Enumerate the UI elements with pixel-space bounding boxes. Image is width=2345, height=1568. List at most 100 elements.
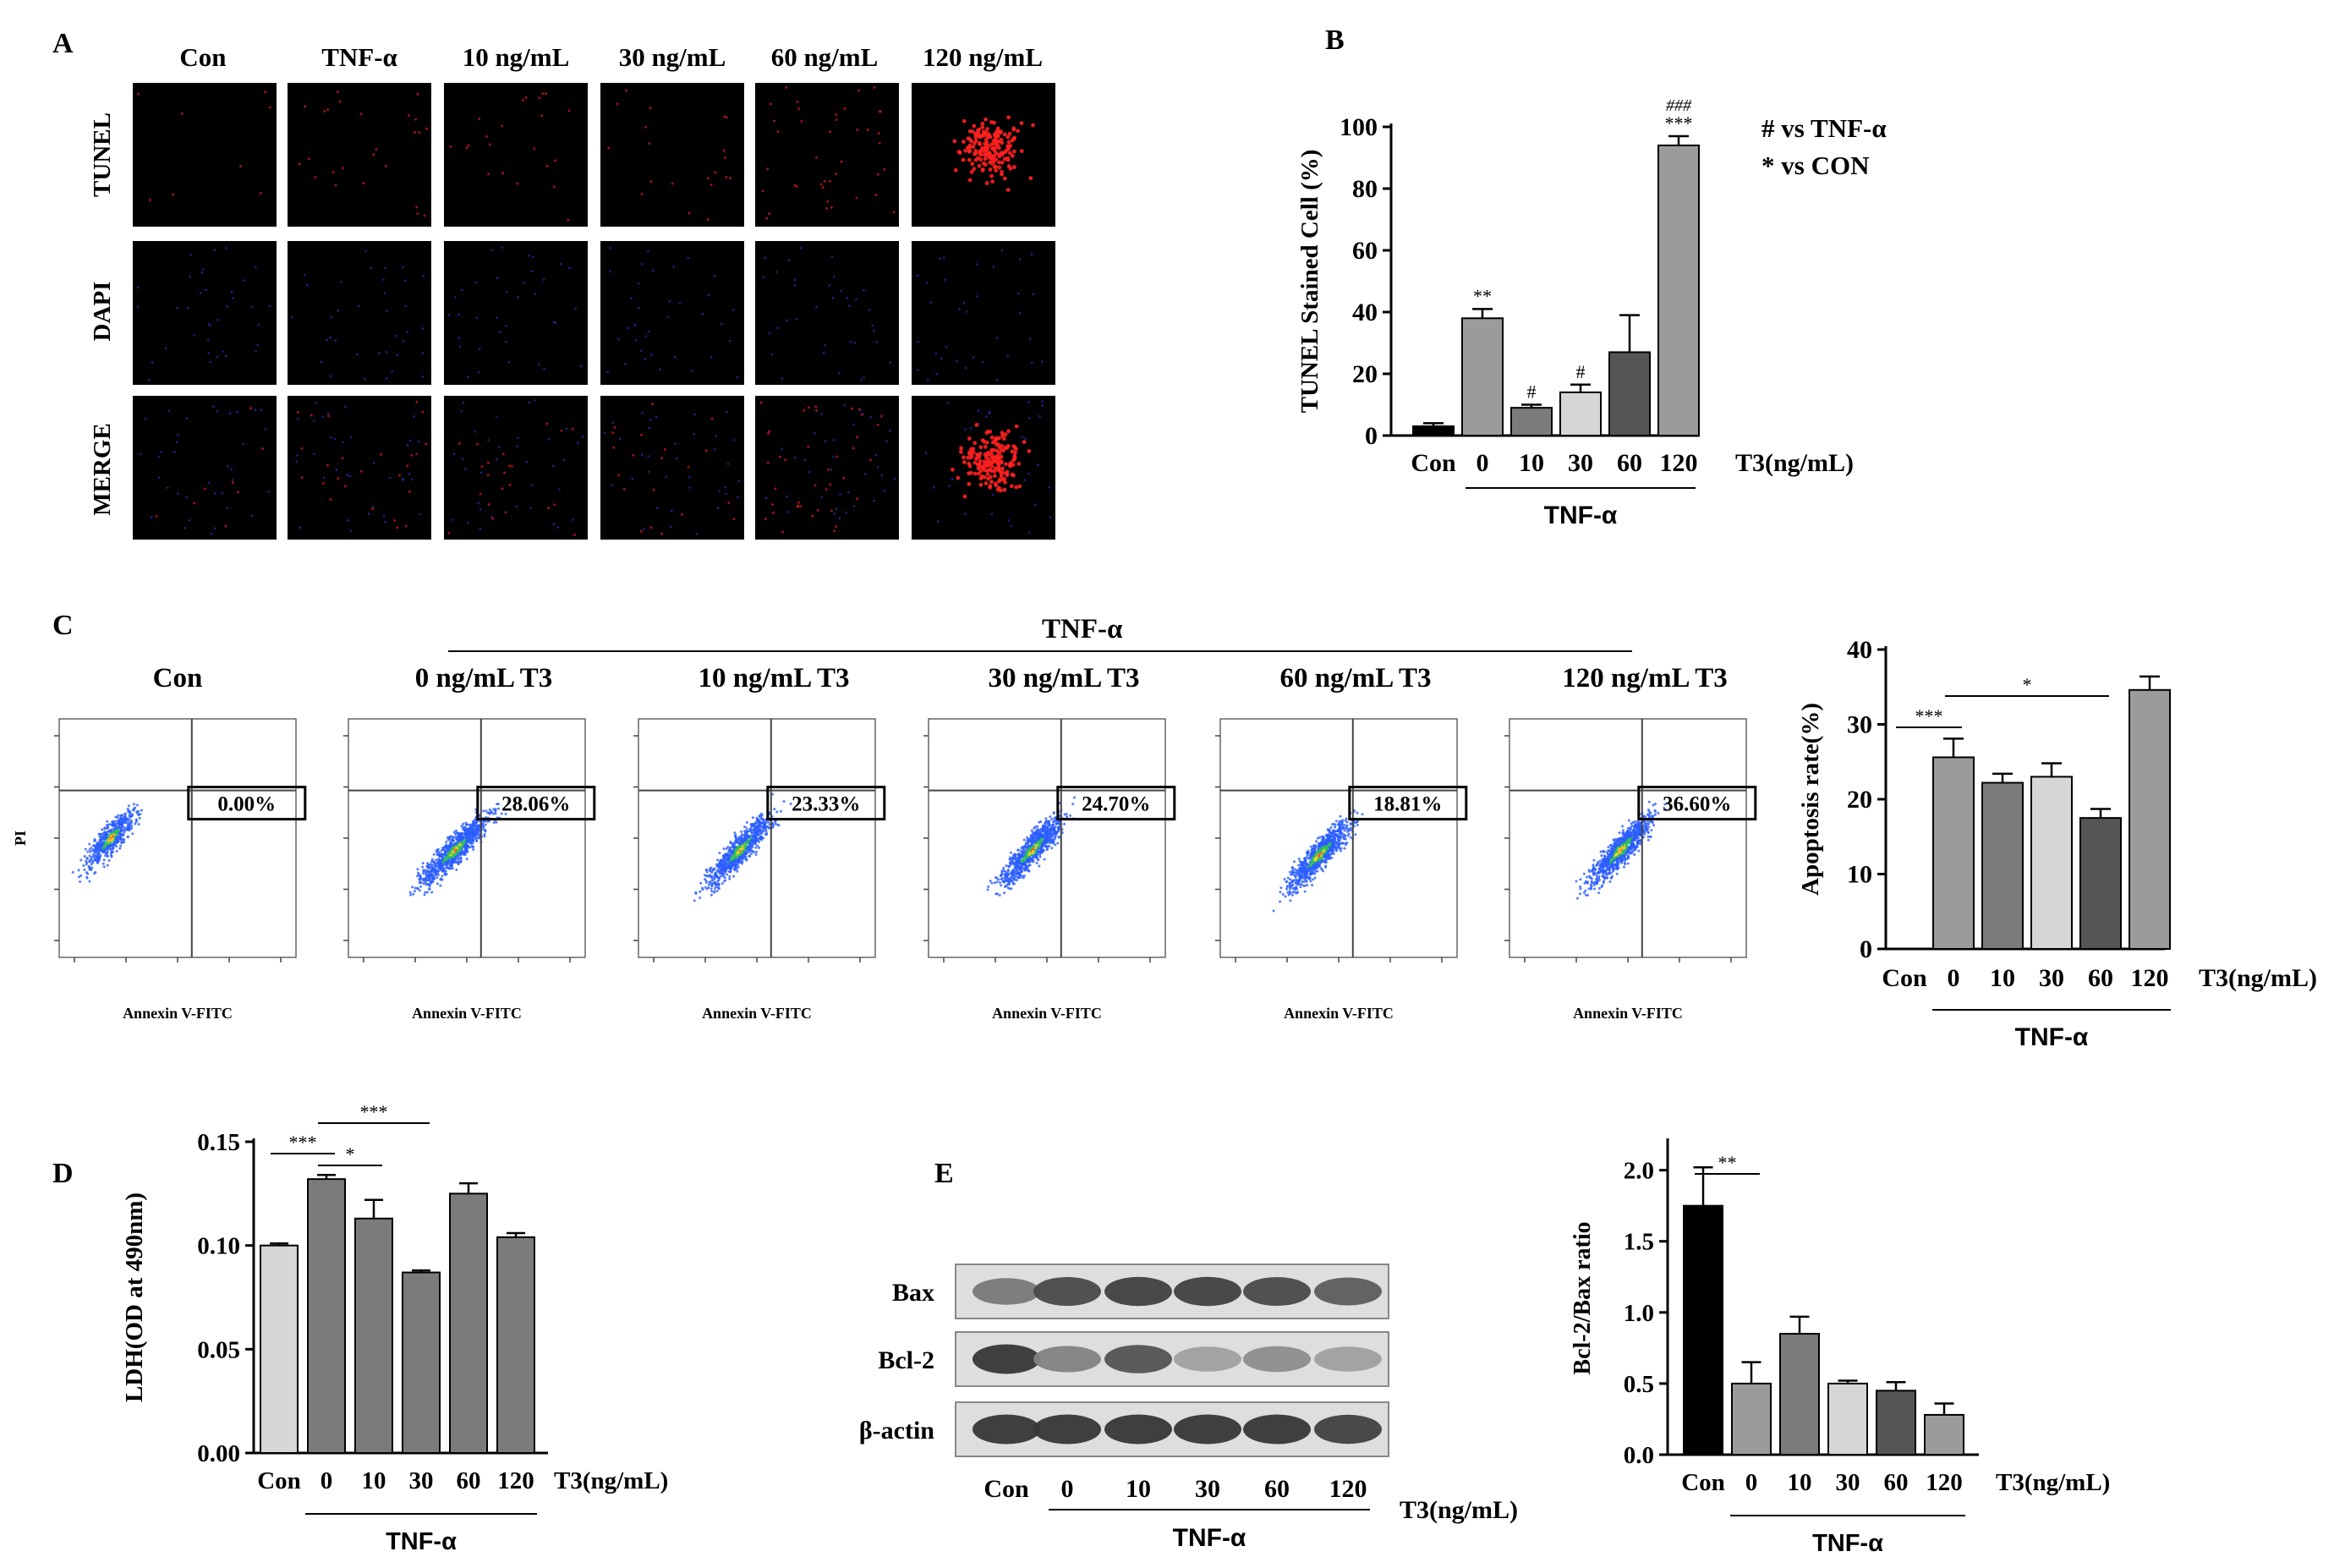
panel-e-western-blot: E Bax Bcl-2 β-actin Con 0 10 30 60 120 TNF-α T3(ng… bbox=[859, 1138, 2110, 1557]
y-tick-label: 40 bbox=[1352, 299, 1378, 326]
blot-band bbox=[973, 1278, 1040, 1305]
bar bbox=[1932, 756, 1975, 950]
flow-plot: 60 ng/mL T3 18.81% Annexin V-FITC bbox=[1215, 663, 1468, 1022]
panel-d-letter: D bbox=[52, 1158, 74, 1189]
bar bbox=[1510, 407, 1553, 436]
microscopy-tile bbox=[288, 241, 431, 385]
significance-mark: *** bbox=[360, 1101, 388, 1122]
bar bbox=[449, 1192, 488, 1455]
flow-plot-title: 30 ng/mL T3 bbox=[988, 663, 1139, 694]
flow-plot-title: Con bbox=[153, 663, 203, 694]
blot-lane-label: 0 bbox=[1061, 1475, 1074, 1503]
bar bbox=[402, 1271, 441, 1455]
bar bbox=[496, 1236, 535, 1455]
treatment-group-label: TNF-α bbox=[2015, 1023, 2089, 1051]
flow-x-axis-label: Annexin V-FITC bbox=[992, 1005, 1102, 1022]
x-tick-label: 10 bbox=[1788, 1469, 1812, 1496]
bar bbox=[1827, 1382, 1868, 1456]
microscopy-tile bbox=[444, 83, 588, 227]
bar bbox=[1608, 351, 1651, 437]
significance-mark: * bbox=[346, 1143, 355, 1165]
flow-plot: 10 ng/mL T3 23.33% Annexin V-FITC bbox=[633, 663, 886, 1022]
flow-plot: Con 0.00% Annexin V-FITC bbox=[54, 663, 307, 1022]
blot-row-label: Bcl-2 bbox=[878, 1346, 934, 1374]
blot-lane-label: 60 bbox=[1264, 1475, 1290, 1503]
legend-vs-tnf: # vs TNF-α bbox=[1761, 113, 1887, 143]
significance-mark: *** bbox=[1665, 112, 1693, 134]
significance-mark: ** bbox=[1473, 285, 1492, 306]
x-tick-label: 0 bbox=[321, 1467, 333, 1494]
blot-band bbox=[1104, 1414, 1172, 1445]
y-tick-label: 0.00 bbox=[197, 1440, 240, 1467]
bar bbox=[1683, 1204, 1723, 1456]
y-axis-label: Bcl-2/Bax ratio bbox=[1570, 1221, 1596, 1374]
significance-mark: # bbox=[1576, 361, 1586, 382]
treatment-group-label: TNF-α bbox=[386, 1528, 457, 1555]
panel-a-microscopy: A Con TNF-α 10 ng/mL 30 ng/mL 60 ng/mL 120 ng… bbox=[52, 28, 1055, 540]
bar bbox=[1657, 144, 1700, 436]
flow-plot-title: 120 ng/mL T3 bbox=[1562, 663, 1728, 694]
microscopy-tile bbox=[755, 396, 899, 540]
flow-x-axis-label: Annexin V-FITC bbox=[123, 1005, 233, 1022]
microscopy-column-label: 30 ng/mL bbox=[619, 42, 726, 72]
gate-percent-box bbox=[187, 786, 307, 821]
blot-band bbox=[1314, 1277, 1382, 1306]
blot-band bbox=[1033, 1346, 1101, 1373]
blot-band bbox=[973, 1414, 1040, 1445]
blot-band bbox=[1033, 1277, 1101, 1306]
treatment-group-label: TNF-α bbox=[1812, 1530, 1883, 1557]
bar bbox=[1559, 391, 1602, 436]
x-tick-label: 0 bbox=[1477, 449, 1489, 477]
y-tick-label: 20 bbox=[1847, 786, 1872, 814]
microscopy-tile bbox=[133, 83, 277, 227]
y-tick-label: 0.15 bbox=[197, 1129, 240, 1156]
gate-percent: 18.81% bbox=[1373, 793, 1442, 816]
x-tick-label: 0 bbox=[1745, 1469, 1758, 1496]
microscopy-column-label: 60 ng/mL bbox=[771, 42, 879, 72]
microscopy-row-label: MERGE bbox=[89, 423, 116, 516]
bar bbox=[354, 1217, 393, 1454]
blot-lane-label: 30 bbox=[1195, 1475, 1220, 1503]
blot-band bbox=[1314, 1346, 1382, 1372]
panel-c-header: TNF-α bbox=[1042, 614, 1123, 644]
x-unit-label: T3(ng/mL) bbox=[554, 1467, 668, 1494]
microscopy-tile bbox=[600, 83, 744, 227]
y-tick-label: 20 bbox=[1352, 360, 1378, 388]
x-unit-label: T3(ng/mL) bbox=[1996, 1469, 2110, 1496]
blot-band bbox=[1174, 1414, 1241, 1445]
y-tick-label: 0.5 bbox=[1624, 1371, 1654, 1398]
significance-mark: # bbox=[1527, 381, 1537, 403]
x-tick-label: 60 bbox=[1617, 449, 1642, 477]
microscopy-tile bbox=[755, 241, 899, 385]
blot-band bbox=[1174, 1346, 1241, 1372]
gate-percent: 0.00% bbox=[217, 793, 276, 816]
x-tick-label: Con bbox=[1411, 449, 1456, 477]
x-tick-label: 120 bbox=[497, 1467, 534, 1494]
x-tick-label: 120 bbox=[2131, 964, 2169, 992]
gate-percent-box bbox=[1348, 786, 1468, 821]
flow-y-axis-label: PI bbox=[12, 831, 29, 846]
gate-percent-box bbox=[476, 786, 596, 821]
x-tick-label: 30 bbox=[409, 1467, 434, 1494]
bar bbox=[2030, 776, 2073, 951]
x-tick-label: 60 bbox=[457, 1467, 481, 1494]
microscopy-tile bbox=[133, 396, 277, 540]
flow-plot: 0 ng/mL T3 28.06% Annexin V-FITC bbox=[343, 663, 596, 1022]
y-tick-label: 80 bbox=[1352, 175, 1378, 203]
blot-row-label: Bax bbox=[892, 1279, 934, 1307]
treatment-group-label: TNF-α bbox=[1544, 502, 1618, 529]
x-tick-label: 120 bbox=[1660, 449, 1698, 477]
microscopy-tile bbox=[288, 83, 431, 227]
blot-lane-label: Con bbox=[983, 1475, 1029, 1503]
blot-band bbox=[1314, 1414, 1382, 1445]
blot-band bbox=[973, 1344, 1040, 1374]
blot-lane-label: 10 bbox=[1126, 1475, 1151, 1503]
y-tick-label: 0.05 bbox=[197, 1336, 240, 1363]
flow-x-axis-label: Annexin V-FITC bbox=[1573, 1005, 1683, 1022]
significance-mark: ### bbox=[1666, 96, 1692, 115]
microscopy-tile bbox=[600, 241, 744, 385]
x-unit-label: T3(ng/mL) bbox=[1735, 449, 1854, 477]
y-axis-label: TUNEL Stained Cell (%) bbox=[1296, 150, 1323, 414]
blot-band bbox=[1104, 1345, 1172, 1373]
